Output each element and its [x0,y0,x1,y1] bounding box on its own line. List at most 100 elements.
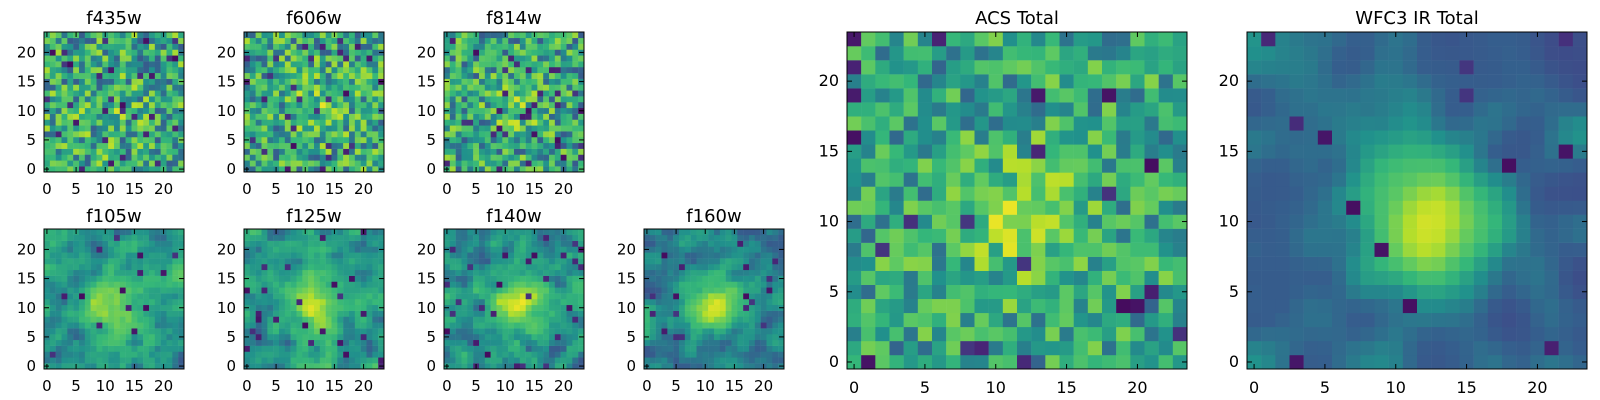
heatmap-cell [960,256,975,271]
heatmap-cell [343,61,350,68]
heatmap-cell [378,345,385,352]
heatmap-cell [714,316,721,323]
heatmap-cell [102,264,109,271]
heatmap-cell [96,334,103,341]
heatmap-cell [44,90,51,97]
heatmap-cell [673,293,680,300]
heatmap-cell [690,310,697,317]
heatmap-cell [508,37,515,44]
heatmap-cell [67,61,74,68]
heatmap-cell [690,339,697,346]
heatmap-cell [1417,354,1432,370]
heatmap-cell [572,357,579,364]
heatmap-cell [778,281,785,288]
heatmap-cell [290,252,297,259]
heatmap-cell [572,351,579,358]
heatmap-cell [725,339,732,346]
heatmap-cell [279,269,286,276]
heatmap-cell [372,96,379,103]
heatmap-cell [131,269,138,276]
heatmap-cell [974,32,989,47]
heatmap-cell [932,242,947,257]
heatmap-cell [467,293,474,300]
heatmap-cell [514,84,521,91]
heatmap-cell [554,72,561,79]
heatmap-cell [1530,340,1545,356]
heatmap-cell [719,328,726,335]
heatmap-cell [261,334,268,341]
heatmap-cell [917,130,933,145]
heatmap-cell [543,78,550,85]
heatmap-cell [449,96,456,103]
heatmap-cell [543,61,550,68]
heatmap-cell [484,72,491,79]
heatmap-cell [90,131,97,138]
heatmap-cell [119,229,126,236]
heatmap-cell [1017,298,1032,314]
heatmap-cell [55,84,62,91]
heatmap-cell [331,328,338,335]
heatmap-cell [679,322,686,329]
heatmap-cell [1417,312,1432,328]
heatmap-cell [279,334,286,341]
heatmap-cell [554,131,561,138]
heatmap-cell [137,269,144,276]
heatmap-cell [455,351,462,358]
heatmap-cell [108,72,115,79]
heatmap-cell [667,357,674,364]
heatmap-cell [114,37,121,44]
heatmap-cell [166,43,173,50]
heatmap-cell [543,37,550,44]
heatmap-cell [578,328,585,335]
heatmap-cell [90,113,97,120]
heatmap-cell [96,61,103,68]
heatmap-cell [255,84,262,91]
heatmap-cell [684,240,691,247]
heatmap-cell [479,363,486,370]
heatmap-cell [325,142,332,149]
heatmap-cell [125,137,132,144]
heatmap-cell [974,172,989,187]
heatmap-cell [932,284,947,300]
heatmap-cell [343,119,350,126]
heatmap-cell [343,67,350,74]
heatmap-cell [708,357,715,364]
heatmap-cell [537,322,544,329]
heatmap-cell [543,293,550,300]
heatmap-cell [917,158,933,173]
heatmap-cell [172,137,179,144]
heatmap-cell [166,351,173,358]
heatmap-cell [343,72,350,79]
heatmap-cell [314,55,321,62]
x-tick-label: 10 [296,377,315,395]
heatmap-cell [889,60,904,75]
heatmap-cell [708,334,715,341]
heatmap-cell [137,160,144,167]
heatmap-cell [754,316,761,323]
heatmap-cell [578,351,585,358]
heatmap-cell [960,270,975,285]
heatmap-cell [255,166,262,173]
heatmap-cell [708,281,715,288]
heatmap-cell [531,275,538,282]
heatmap-cell [73,299,80,306]
heatmap-cell [473,310,480,317]
heatmap-cell [378,328,385,335]
heatmap-cell [455,299,462,306]
heatmap-cell [366,264,373,271]
heatmap-cell [696,269,703,276]
heatmap-cell [917,116,933,131]
heatmap-cell [449,61,456,68]
heatmap-cell [1473,340,1489,356]
heatmap-cell [79,148,86,155]
heatmap-cell [172,252,179,259]
heatmap-cell [279,299,286,306]
heatmap-cell [490,61,497,68]
heatmap-cell [84,137,91,144]
heatmap-cell [67,160,74,167]
heatmap-cell [119,107,126,114]
heatmap-cell [378,61,385,68]
heatmap-cell [473,107,480,114]
heatmap-cell [143,160,150,167]
heatmap-cell [449,131,456,138]
